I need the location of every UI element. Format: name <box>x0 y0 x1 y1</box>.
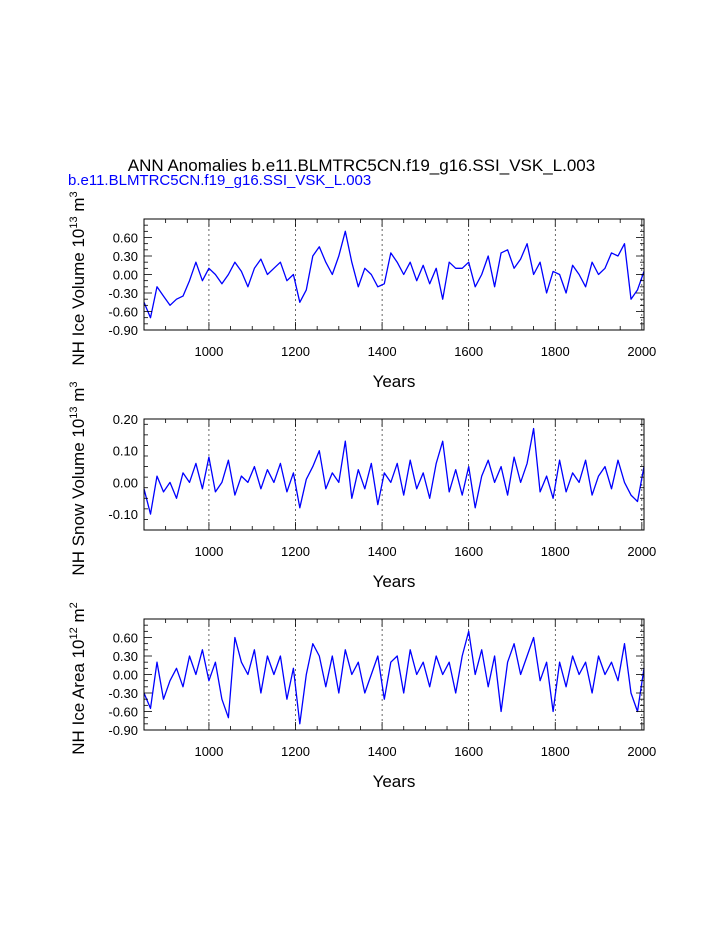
x-tick-label: 2000 <box>627 344 656 359</box>
plot-frame <box>143 418 645 531</box>
series-line <box>143 427 645 515</box>
x-tick-label: 1400 <box>368 344 397 359</box>
x-tick-label: 1600 <box>454 744 483 759</box>
x-axis-label: Years <box>373 372 416 391</box>
x-tick-label: 1600 <box>454 544 483 559</box>
y-tick-label: 0.60 <box>113 231 138 246</box>
series-line <box>143 630 645 725</box>
y-tick-label: 0.20 <box>113 412 138 427</box>
x-tick-label: 1000 <box>194 544 223 559</box>
y-tick-label: 0.30 <box>113 249 138 264</box>
y-tick-label: -0.10 <box>108 507 138 522</box>
x-tick-label: 2000 <box>627 544 656 559</box>
y-tick-label: -0.60 <box>108 705 138 720</box>
y-tick-label: -0.30 <box>108 286 138 301</box>
x-tick-label: 1200 <box>281 744 310 759</box>
x-tick-label: 1000 <box>194 344 223 359</box>
y-tick-label: 0.00 <box>113 268 138 283</box>
x-tick-label: 2000 <box>627 744 656 759</box>
y-axis-label: NH Snow Volume 1013 m3 <box>68 381 88 575</box>
y-tick-label: 0.30 <box>113 649 138 664</box>
y-tick-label: -0.30 <box>108 686 138 701</box>
chart-subtitle: b.e11.BLMTRC5CN.f19_g16.SSI_VSK_L.003 <box>68 172 372 189</box>
x-tick-label: 1400 <box>368 544 397 559</box>
x-tick-label: 1800 <box>541 744 570 759</box>
x-tick-label: 1800 <box>541 544 570 559</box>
x-tick-label: 1200 <box>281 344 310 359</box>
y-axis-label: NH Ice Area 1012 m2 <box>68 602 88 755</box>
x-axis-label: Years <box>373 572 416 591</box>
y-tick-label: 0.00 <box>113 668 138 683</box>
x-tick-label: 1200 <box>281 544 310 559</box>
y-tick-label: -0.90 <box>108 723 138 738</box>
y-tick-label: -0.90 <box>108 323 138 338</box>
x-axis-label: Years <box>373 772 416 791</box>
y-tick-label: -0.60 <box>108 305 138 320</box>
y-axis-label: NH Ice Volume 1013 m3 <box>68 191 88 365</box>
x-tick-label: 1600 <box>454 344 483 359</box>
chart-title: ANN Anomalies b.e11.BLMTRC5CN.f19_g16.SS… <box>127 156 596 175</box>
y-tick-label: 0.00 <box>113 475 138 490</box>
plot-frame <box>143 218 645 331</box>
series-line <box>143 230 645 319</box>
y-tick-label: 0.60 <box>113 631 138 646</box>
x-tick-label: 1000 <box>194 744 223 759</box>
x-tick-label: 1800 <box>541 344 570 359</box>
x-tick-label: 1400 <box>368 744 397 759</box>
y-tick-label: 0.10 <box>113 444 138 459</box>
